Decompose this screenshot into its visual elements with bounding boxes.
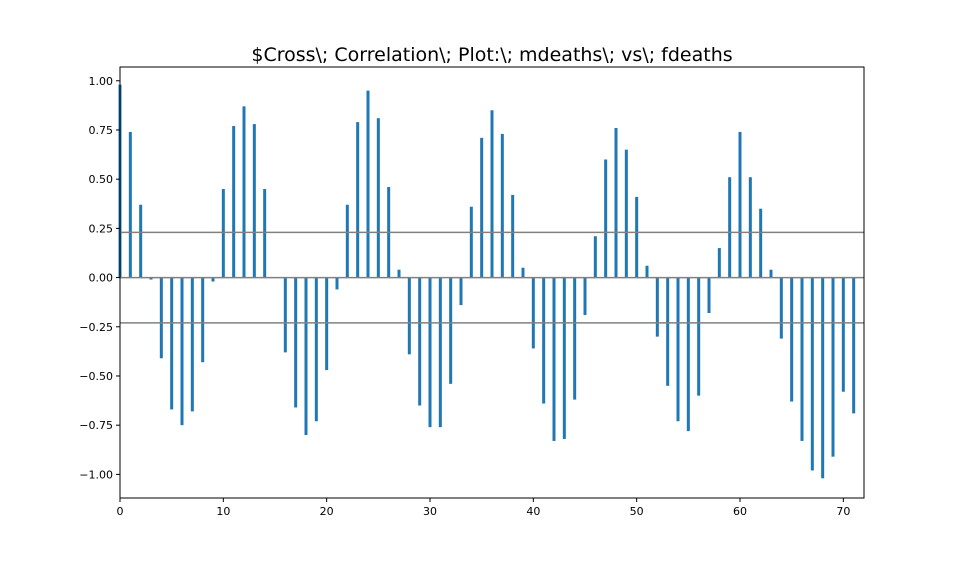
bar-lag-31 xyxy=(438,277,442,428)
bar-lag-52 xyxy=(655,277,659,337)
x-tick-label-0: 0 xyxy=(117,505,124,518)
bar-lag-53 xyxy=(666,277,670,386)
bar-lag-4 xyxy=(159,277,163,359)
bar-lag-66 xyxy=(800,277,804,441)
bar-lag-64 xyxy=(779,277,783,339)
bar-lag-16 xyxy=(283,277,287,353)
chart-title: $Cross\; Correlation\; Plot:\; mdeaths\;… xyxy=(251,44,732,66)
bar-lag-58 xyxy=(717,248,721,278)
bar-lag-36 xyxy=(490,110,494,278)
bar-lag-37 xyxy=(500,133,504,278)
bar-lag-59 xyxy=(728,177,732,278)
y-tick-label-0: −1.00 xyxy=(79,468,113,481)
bar-lag-10 xyxy=(221,189,225,278)
bar-lag-43 xyxy=(562,277,566,439)
x-axis: 0 10 20 30 40 50 60 70 xyxy=(117,498,850,518)
bar-lag-6 xyxy=(180,277,184,426)
x-tick-label-40: 40 xyxy=(526,505,540,518)
bar-lag-2 xyxy=(139,204,143,278)
y-tick-label-2: −0.50 xyxy=(79,370,113,383)
bar-lag-44 xyxy=(573,277,577,400)
bar-lag-61 xyxy=(748,177,752,278)
bar-lag-11 xyxy=(232,126,236,278)
bar-lag-69 xyxy=(831,277,835,457)
bar-lag-21 xyxy=(335,277,339,290)
y-axis: −1.00 −0.75 −0.50 −0.25 0.00 0.25 0.50 0.75 1.00 xyxy=(79,75,120,481)
x-tick-label-10: 10 xyxy=(216,505,230,518)
bar-lag-51 xyxy=(645,265,649,278)
bar-lag-54 xyxy=(676,277,680,422)
bar-lag-1 xyxy=(128,131,132,278)
bar-lag-29 xyxy=(418,277,422,406)
y-tick-label-8: 1.00 xyxy=(89,75,114,88)
bar-lag-24 xyxy=(366,90,370,278)
bar-lag-22 xyxy=(345,204,349,278)
y-tick-label-6: 0.50 xyxy=(89,173,114,186)
bar-lag-63 xyxy=(769,269,773,278)
y-tick-label-3: −0.25 xyxy=(79,321,113,334)
bar-lag-42 xyxy=(552,277,556,441)
bar-lag-19 xyxy=(314,277,318,422)
bar-lag-47 xyxy=(604,159,608,278)
bar-lag-40 xyxy=(531,277,535,349)
bar-lag-14 xyxy=(263,189,267,278)
y-tick-label-7: 0.75 xyxy=(89,124,114,137)
bar-lag-17 xyxy=(294,277,298,408)
bar-lag-55 xyxy=(686,277,690,432)
bar-lag-33 xyxy=(459,277,463,306)
bar-lag-48 xyxy=(614,128,618,278)
bars-layer xyxy=(118,84,856,479)
bar-lag-67 xyxy=(810,277,814,471)
bar-lag-71 xyxy=(852,277,856,414)
bar-lag-27 xyxy=(397,269,401,278)
y-tick-label-5: 0.25 xyxy=(89,222,114,235)
bar-lag-30 xyxy=(428,277,432,428)
bar-lag-3 xyxy=(149,277,153,280)
bar-lag-32 xyxy=(449,277,453,384)
bar-lag-65 xyxy=(790,277,794,402)
bar-lag-70 xyxy=(841,277,845,392)
bar-lag-34 xyxy=(469,206,473,278)
bar-lag-28 xyxy=(407,277,411,355)
bar-lag-5 xyxy=(170,277,174,410)
reference-lines-layer xyxy=(120,231,864,324)
bar-lag-62 xyxy=(759,208,763,278)
bar-lag-35 xyxy=(480,137,484,278)
x-tick-label-70: 70 xyxy=(836,505,850,518)
x-tick-label-20: 20 xyxy=(320,505,334,518)
bar-lag-41 xyxy=(542,277,546,404)
x-tick-label-30: 30 xyxy=(423,505,437,518)
y-tick-label-4: 0.00 xyxy=(89,272,114,285)
bar-lag-9 xyxy=(211,277,215,282)
bar-lag-49 xyxy=(624,149,628,278)
bar-lag-18 xyxy=(304,277,308,436)
bar-lag-38 xyxy=(511,194,515,278)
x-tick-label-60: 60 xyxy=(733,505,747,518)
bar-lag-25 xyxy=(376,118,380,278)
plot-frame xyxy=(119,66,865,499)
bar-lag-57 xyxy=(707,277,711,313)
bar-lag-39 xyxy=(521,267,525,278)
x-tick-label-50: 50 xyxy=(630,505,644,518)
bar-lag-13 xyxy=(252,124,256,278)
bar-lag-8 xyxy=(201,277,205,363)
bar-lag-20 xyxy=(325,277,329,371)
bar-lag-45 xyxy=(583,277,587,315)
bar-lag-23 xyxy=(356,122,360,278)
bar-lag-12 xyxy=(242,106,246,278)
bar-lag-7 xyxy=(190,277,194,412)
bar-lag-68 xyxy=(821,277,825,479)
bar-lag-60 xyxy=(738,131,742,278)
bar-lag-50 xyxy=(635,196,639,278)
y-tick-label-1: −0.75 xyxy=(79,419,113,432)
bar-lag-56 xyxy=(697,277,701,396)
bar-lag-46 xyxy=(593,236,597,278)
